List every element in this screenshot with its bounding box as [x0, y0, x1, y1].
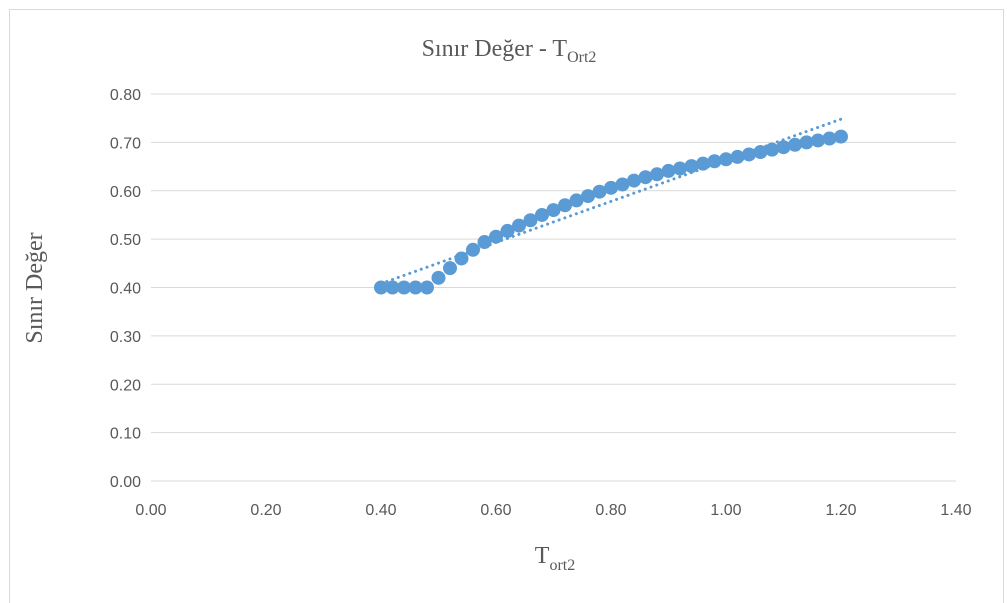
x-tick-label: 0.80 [595, 502, 626, 519]
data-point [707, 154, 722, 169]
y-tick-label: 0.20 [110, 377, 141, 394]
data-point [719, 152, 733, 167]
y-tick-label: 0.40 [110, 281, 141, 298]
data-point [765, 142, 779, 157]
y-tick-label: 0.30 [110, 329, 141, 346]
x-tick-labels: 0.00 0.20 0.40 0.60 0.80 1.00 1.20 1.40 [135, 502, 971, 519]
chart-title-main: Sınır Değer - T [422, 36, 568, 62]
y-axis-title: Sınır Değer [22, 232, 48, 343]
x-tick-label: 1.40 [940, 502, 971, 519]
y-tick-label: 0.10 [110, 426, 141, 443]
y-tick-label: 0.60 [110, 184, 141, 201]
data-point [673, 161, 687, 176]
grid-lines [151, 93, 956, 482]
data-point [408, 280, 423, 295]
data-point [615, 177, 630, 192]
data-point [454, 251, 469, 266]
data-point [604, 180, 618, 195]
data-point [696, 156, 710, 171]
x-axis-title-main: T [535, 543, 550, 569]
data-point [776, 140, 791, 155]
data-point [661, 163, 676, 178]
data-point [638, 170, 653, 185]
data-point [443, 261, 457, 276]
data-point [477, 235, 492, 250]
x-tick-label: 0.20 [250, 502, 281, 519]
y-tick-label: 0.50 [110, 232, 141, 249]
data-point [581, 189, 595, 204]
data-point [730, 149, 745, 164]
data-point [650, 167, 664, 182]
trendline [379, 117, 843, 286]
x-tick-label: 1.20 [825, 502, 856, 519]
x-tick-label: 0.60 [480, 502, 511, 519]
data-point [684, 159, 699, 174]
trendline-linear [379, 117, 843, 286]
data-point [811, 133, 825, 148]
data-point [742, 147, 756, 162]
data-point [420, 280, 434, 295]
x-tick-label: 0.40 [365, 502, 396, 519]
data-point [592, 184, 607, 199]
y-tick-label: 0.00 [110, 474, 141, 491]
data-point [753, 145, 768, 160]
chart-frame [9, 9, 1004, 603]
y-tick-label: 0.80 [110, 87, 141, 104]
data-point [627, 173, 641, 188]
chart-title: Sınır Değer - TOrt2 [422, 36, 597, 66]
data-point [489, 229, 503, 244]
x-tick-label: 1.00 [710, 502, 741, 519]
data-point [374, 280, 388, 295]
data-point [500, 223, 515, 238]
data-point [822, 131, 837, 146]
x-axis-title: Tort2 [535, 543, 575, 574]
data-point [558, 198, 572, 213]
x-axis-title-subscript: ort2 [549, 557, 575, 574]
data-point [535, 207, 549, 222]
data-point [546, 203, 561, 218]
data-point [512, 218, 526, 233]
chart-title-subscript: Ort2 [567, 49, 596, 66]
data-point [834, 129, 848, 144]
data-point [397, 280, 411, 295]
data-point [799, 135, 814, 150]
data-point [466, 242, 480, 257]
x-tick-label: 0.00 [135, 502, 166, 519]
y-tick-labels: 0.00 0.10 0.20 0.30 0.40 0.50 0.60 0.70 0.80 [110, 87, 141, 491]
data-point [431, 270, 446, 285]
data-point [788, 137, 802, 152]
data-point [569, 193, 584, 208]
data-points [374, 129, 848, 295]
data-point [523, 213, 538, 228]
y-tick-label: 0.70 [110, 135, 141, 152]
data-point [385, 280, 400, 295]
